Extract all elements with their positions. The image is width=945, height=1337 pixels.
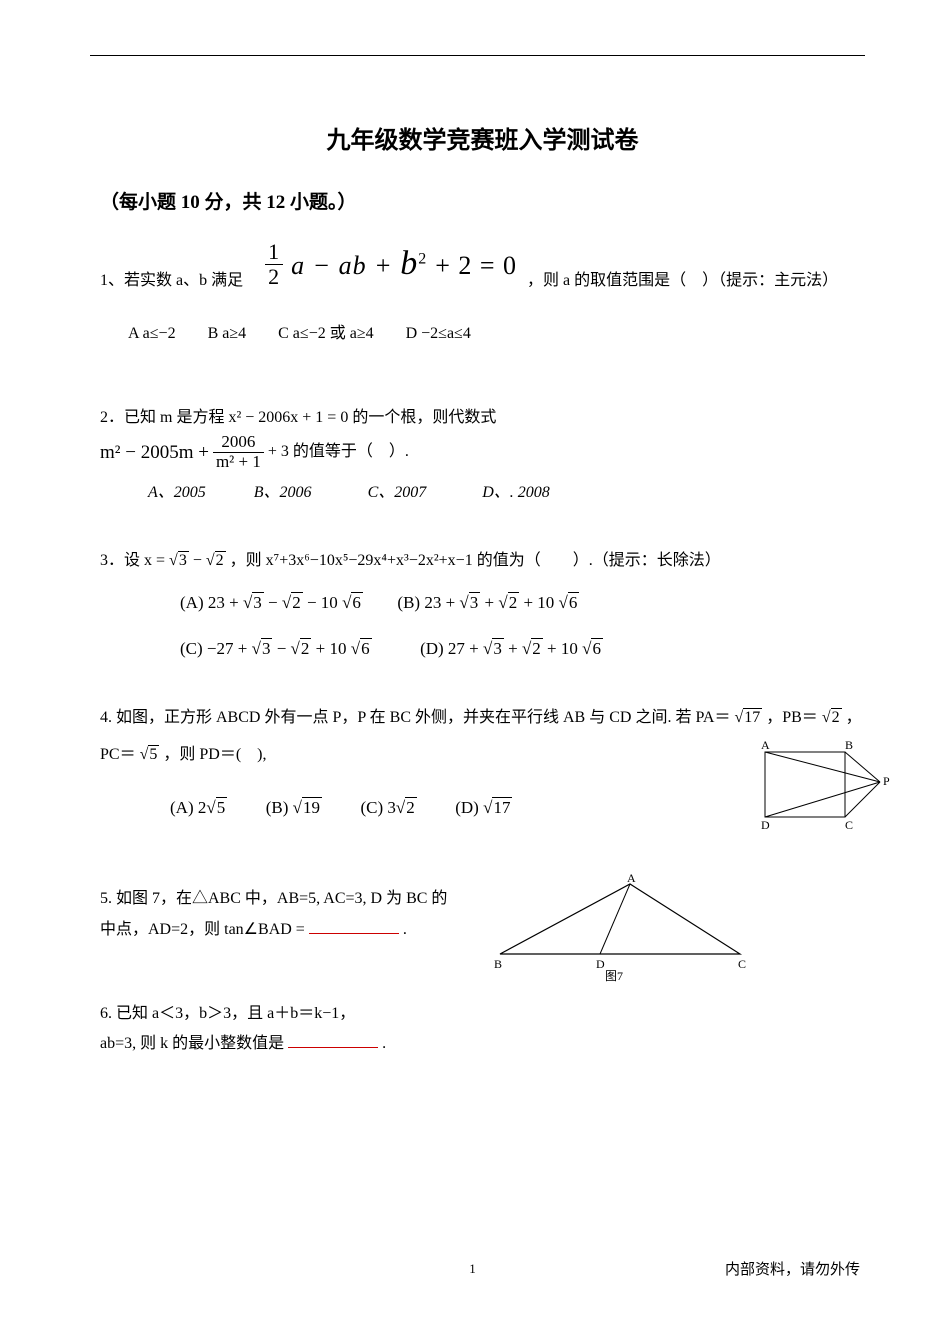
q3-A-pre: (A) 23 + xyxy=(180,593,243,612)
q2-eq1: x² − 2006x + 1 = 0 xyxy=(228,409,348,426)
svg-text:B: B xyxy=(845,738,853,752)
q4-figure: A B P C D xyxy=(745,737,895,837)
q3-choices-row2: (C) −27 + √3 − √2 + 10 √6 (D) 27 + √3 + … xyxy=(100,633,865,665)
question-1: 1、若实数 a、b 满足 1 2 a − ab + b2 + 2 = 0 ，则 … xyxy=(100,232,865,349)
q6-line2: ab=3, 则 k 的最小整数值是 . xyxy=(100,1029,865,1059)
q2-l1a: 2．已知 m 是方程 xyxy=(100,409,228,426)
q3-sqrt2: √2 xyxy=(206,551,226,569)
q3-l1a: 3．设 x = xyxy=(100,552,169,569)
q3-choices-row1: (A) 23 + √3 − √2 − 10 √6 (B) 23 + √3 + √… xyxy=(100,587,865,619)
q5-figure: A B D C 图7 xyxy=(480,874,760,984)
q1-frac-num: 1 xyxy=(265,240,283,265)
q2-A: A、2005 xyxy=(148,484,206,501)
content-area: 九年级数学竞赛班入学测试卷 （每小题 10 分，共 12 小题。） 1、若实数 … xyxy=(100,120,865,1098)
q3-l1b: ，则 x⁷+3x⁶−10x⁵−29x⁴+x³−2x²+x−1 的值为（ ）.（提… xyxy=(230,552,721,569)
q2-choices: A、2005 B、2006 C、2007 D、. 2008 xyxy=(100,478,865,508)
q1-eq-tail: + 2 = 0 xyxy=(435,251,517,280)
q3-B-pre: (B) 23 + xyxy=(397,593,459,612)
q2-l1b: 的一个根，则代数式 xyxy=(352,409,496,426)
q5-blank xyxy=(309,917,399,934)
svg-text:A: A xyxy=(627,874,636,885)
q2-frac-num: 2006 xyxy=(213,433,264,453)
question-6: 6. 已知 a＜3，b＞3，且 a＋b＝k−1， ab=3, 则 k 的最小整数… xyxy=(100,999,865,1060)
svg-text:A: A xyxy=(761,738,770,752)
q3-stem: 3．设 x = √3 − √2 ，则 x⁷+3x⁶−10x⁵−29x⁴+x³−2… xyxy=(100,546,865,576)
svg-text:C: C xyxy=(845,818,853,832)
question-3: 3．设 x = √3 − √2 ，则 x⁷+3x⁶−10x⁵−29x⁴+x³−2… xyxy=(100,546,865,665)
q6-line1: 6. 已知 a＜3，b＞3，且 a＋b＝k−1， xyxy=(100,999,865,1029)
top-rule xyxy=(90,55,865,56)
q3-C-pre: (C) −27 + xyxy=(180,639,252,658)
q2-l2tail: + 3 的值等于（ ）. xyxy=(268,437,409,467)
svg-text:图7: 图7 xyxy=(605,969,623,983)
q3-minus: − xyxy=(193,552,206,569)
q1-after: ，则 a 的取值范围是（ ）（提示：主元法） xyxy=(527,266,838,296)
q5-line1: 5. 如图 7，在△ABC 中，AB=5, AC=3, D 为 BC 的 xyxy=(100,884,460,914)
svg-text:C: C xyxy=(738,957,746,971)
q1-lead: 1、若实数 a、b 满足 xyxy=(100,266,243,296)
q1-stem: 1、若实数 a、b 满足 1 2 a − ab + b2 + 2 = 0 ，则 … xyxy=(100,232,865,297)
footer-note: 内部资料，请勿外传 xyxy=(725,1258,860,1279)
q2-D: D、. 2008 xyxy=(482,484,550,501)
q1-eq-b: b xyxy=(400,245,418,282)
q3-D-pre: (D) 27 + xyxy=(420,639,483,658)
question-4: 4. 如图，正方形 ABCD 外有一点 P，P 在 BC 外侧，并夹在平行线 A… xyxy=(100,703,865,824)
page-title: 九年级数学竞赛班入学测试卷 xyxy=(100,120,865,155)
q1-choices: A a≤−2 B a≥4 C a≤−2 或 a≥4 D −2≤a≤4 xyxy=(100,319,865,349)
q2-l2head: m² − 2005m + xyxy=(100,435,209,471)
q2-B: B、2006 xyxy=(254,484,312,501)
svg-text:D: D xyxy=(761,818,770,832)
question-2: 2．已知 m 是方程 x² − 2006x + 1 = 0 的一个根，则代数式 … xyxy=(100,403,865,508)
page: 九年级数学竞赛班入学测试卷 （每小题 10 分，共 12 小题。） 1、若实数 … xyxy=(0,0,945,1337)
scoring-line: （每小题 10 分，共 12 小题。） xyxy=(100,187,865,214)
q2-frac-den: m² + 1 xyxy=(213,453,264,472)
q5-line2: 中点，AD=2，则 tan∠BAD = . xyxy=(100,915,460,945)
q1-frac-den: 2 xyxy=(265,265,283,289)
svg-text:D: D xyxy=(596,957,605,971)
svg-text:P: P xyxy=(883,774,890,788)
q2-line2: m² − 2005m + 2006 m² + 1 + 3 的值等于（ ）. xyxy=(100,433,865,471)
svg-text:B: B xyxy=(494,957,502,971)
q2-line1: 2．已知 m 是方程 x² − 2006x + 1 = 0 的一个根，则代数式 xyxy=(100,403,865,433)
question-5: 5. 如图 7，在△ABC 中，AB=5, AC=3, D 为 BC 的 中点，… xyxy=(100,884,865,945)
q1-eq-rest: a − ab + xyxy=(291,251,400,280)
q2-C: C、2007 xyxy=(368,484,427,501)
q4-line1: 4. 如图，正方形 ABCD 外有一点 P，P 在 BC 外侧，并夹在平行线 A… xyxy=(100,703,865,733)
q3-sqrt3: √3 xyxy=(169,551,189,569)
q1-equation: 1 2 a − ab + b2 + 2 = 0 xyxy=(265,232,517,297)
q6-blank xyxy=(288,1031,378,1048)
